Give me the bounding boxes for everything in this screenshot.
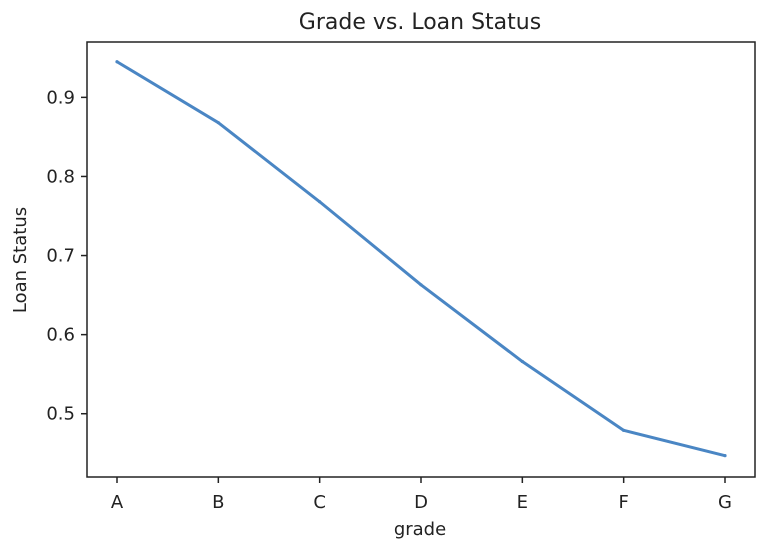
- y-axis: 0.5 0.6 0.7 0.8 0.9: [46, 87, 87, 425]
- x-tick-label: G: [718, 492, 732, 513]
- y-tick-label: 0.7: [46, 246, 75, 267]
- series-layer: [115, 60, 727, 458]
- plot-area: A B C D E F G 0.5 0.6 0.7 0.8 0.9: [46, 41, 756, 513]
- y-tick-label: 0.8: [46, 166, 75, 187]
- data-point: [115, 60, 119, 64]
- x-tick-label: C: [313, 492, 326, 513]
- data-point: [622, 428, 626, 432]
- y-tick-label: 0.5: [46, 404, 75, 425]
- x-tick-label: A: [111, 492, 124, 513]
- y-axis-label: Loan Status: [10, 207, 31, 313]
- data-point: [520, 359, 524, 364]
- data-point: [419, 283, 423, 287]
- y-tick-label: 0.9: [46, 87, 75, 108]
- series-line: [115, 60, 727, 458]
- data-point: [318, 200, 322, 204]
- chart-title: Grade vs. Loan Status: [299, 10, 541, 35]
- x-tick-label: E: [517, 492, 528, 513]
- x-tick-label: F: [618, 492, 628, 513]
- x-axis: A B C D E F G: [111, 477, 732, 513]
- x-tick-label: B: [212, 492, 224, 513]
- y-tick-label: 0.6: [46, 325, 75, 346]
- plot-frame: [86, 41, 756, 478]
- data-point: [723, 454, 727, 458]
- x-tick-label: D: [414, 492, 428, 513]
- data-point: [216, 121, 220, 125]
- x-axis-label: grade: [394, 519, 446, 540]
